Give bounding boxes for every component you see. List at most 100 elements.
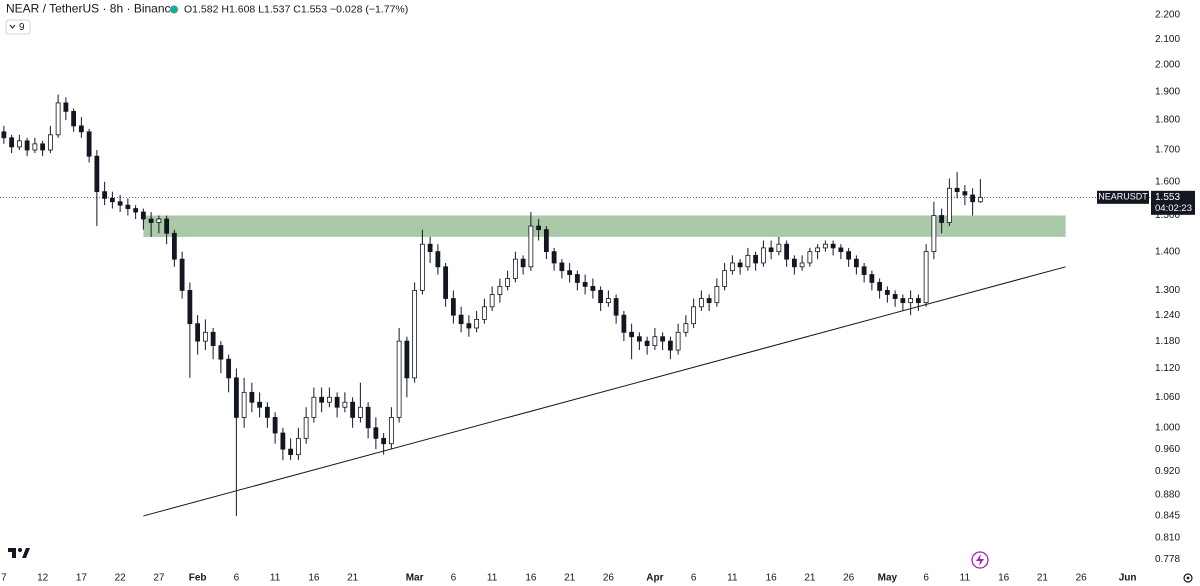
candle-body (939, 215, 945, 223)
candle-body (319, 396, 325, 403)
candle-body (466, 323, 472, 329)
candle-body (652, 336, 658, 346)
x-tick-label: Mar (406, 573, 424, 584)
candle-body (815, 247, 821, 253)
candle-body (257, 401, 263, 408)
zone (143, 215, 1066, 237)
candle-body (776, 243, 782, 253)
candle-body (350, 401, 356, 418)
candle-body (311, 396, 317, 418)
candle-body (543, 229, 549, 253)
candle-body (675, 331, 681, 351)
candle-body (691, 306, 697, 325)
x-tick-label: 22 (115, 573, 127, 584)
candle-body (582, 282, 588, 287)
price-tag-label: 1.553 (1155, 192, 1180, 203)
candle-body (528, 225, 534, 268)
candle-body (16, 140, 22, 148)
y-tick-label: 0.880 (1155, 489, 1180, 500)
chevron (9, 24, 16, 29)
candle-body (737, 262, 743, 268)
candle-body (249, 391, 255, 403)
symbol-tag-label: NEARUSDT (1098, 192, 1148, 202)
y-tick-label: 0.920 (1155, 466, 1180, 477)
y-tick-label: 1.000 (1155, 422, 1180, 433)
candle-body (861, 266, 867, 275)
field-value: 1.582 (192, 3, 218, 15)
settings-icon[interactable] (1183, 573, 1193, 583)
candle-body (869, 274, 875, 283)
x-tick-label: 16 (766, 573, 778, 584)
candle-body (551, 251, 557, 264)
field-key: C (293, 3, 301, 15)
candle-body (187, 290, 193, 325)
candle-body (807, 251, 813, 264)
candle-body (133, 208, 139, 213)
y-tick-label: 0.778 (1155, 554, 1180, 565)
x-tick-label: Feb (189, 573, 207, 584)
candle-body (683, 323, 689, 333)
candle-body (412, 290, 418, 379)
candle-body (497, 286, 503, 295)
x-tick-label: Jun (1119, 573, 1137, 584)
candle-body (853, 258, 859, 268)
change: −0.028 (−1.77%) (330, 3, 408, 15)
candle-body (78, 125, 84, 133)
y-tick-label: 1.900 (1155, 86, 1180, 97)
y-tick-label: 1.060 (1155, 392, 1180, 403)
y-tick-label: 2.200 (1155, 10, 1180, 21)
trendline (143, 266, 1066, 517)
candle-body (900, 298, 906, 304)
x-tick-label: 21 (347, 573, 359, 584)
y-tick-label: 1.300 (1155, 285, 1180, 296)
x-tick-label: May (878, 573, 898, 584)
candle-body (148, 218, 154, 223)
candle-body (660, 336, 666, 342)
candle-body (621, 314, 627, 333)
candle-body (381, 437, 387, 445)
candle-body (946, 187, 952, 223)
candle-body (396, 340, 402, 418)
candle-body (435, 251, 441, 268)
y-tick-label: 1.400 (1155, 246, 1180, 257)
x-tick-label: 16 (998, 573, 1010, 584)
candle-body (977, 196, 983, 203)
candle-body (202, 331, 208, 342)
candle-body (24, 140, 30, 151)
x-tick-label: 17 (76, 573, 88, 584)
candle-body (303, 416, 309, 439)
candle-body (288, 448, 294, 456)
candle-body (636, 336, 642, 342)
x-tick-label: 26 (843, 573, 855, 584)
y-tick-label: 1.180 (1155, 336, 1180, 347)
y-tick-label: 1.800 (1155, 115, 1180, 126)
candle-body (40, 143, 46, 151)
candle-body (125, 204, 131, 209)
x-tick-label: 21 (564, 573, 576, 584)
indicators-button[interactable] (5, 19, 31, 35)
x-tick-label: 11 (487, 573, 498, 584)
alert-icon[interactable] (971, 551, 989, 569)
candle-body (605, 298, 611, 304)
candle-body (536, 225, 542, 231)
candle-body (505, 278, 511, 287)
candle-body (102, 191, 108, 199)
x-tick-label: 6 (923, 573, 929, 584)
candle-body (722, 270, 728, 287)
candle-body (1, 131, 7, 139)
candle-body (63, 102, 69, 112)
x-tick-label: 12 (37, 573, 49, 584)
candle-body (613, 298, 619, 316)
candle-body (443, 266, 449, 299)
candle-body (55, 102, 61, 136)
candle-body (884, 290, 890, 295)
candle-body (334, 396, 340, 408)
candle-body (799, 262, 805, 268)
candle-body (226, 358, 232, 379)
price-tag (1151, 190, 1195, 215)
candle-body (791, 258, 797, 268)
candle-body (892, 294, 898, 299)
field-key: H (221, 3, 229, 15)
y-tick-label: 0.845 (1155, 511, 1180, 522)
